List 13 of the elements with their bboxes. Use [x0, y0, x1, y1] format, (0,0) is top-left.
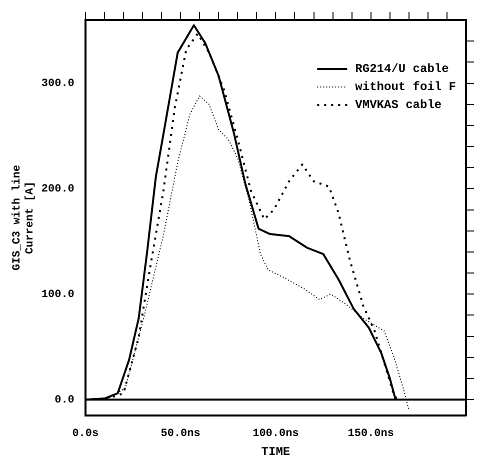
x-tick-label: 100.0ns	[252, 428, 299, 440]
x-tick-label: 50.0ns	[160, 428, 200, 440]
legend-label: RG214/U cable	[355, 62, 449, 76]
legend-label: without foil F	[355, 80, 456, 94]
y-tick-label: 300.0	[41, 78, 74, 90]
x-tick-label: 150.0ns	[348, 428, 394, 440]
x-axis-title: TIME	[261, 444, 290, 459]
x-tick-label: 0.0s	[72, 428, 99, 440]
y-tick-label: 200.0	[41, 183, 74, 196]
y-axis-title: GIS_C3 with line Current [A]	[11, 164, 37, 271]
y-tick-label: 100.0	[41, 288, 74, 301]
y-tick-label: 0.0	[54, 394, 74, 406]
legend-label: VMVKAS cable	[355, 98, 442, 112]
